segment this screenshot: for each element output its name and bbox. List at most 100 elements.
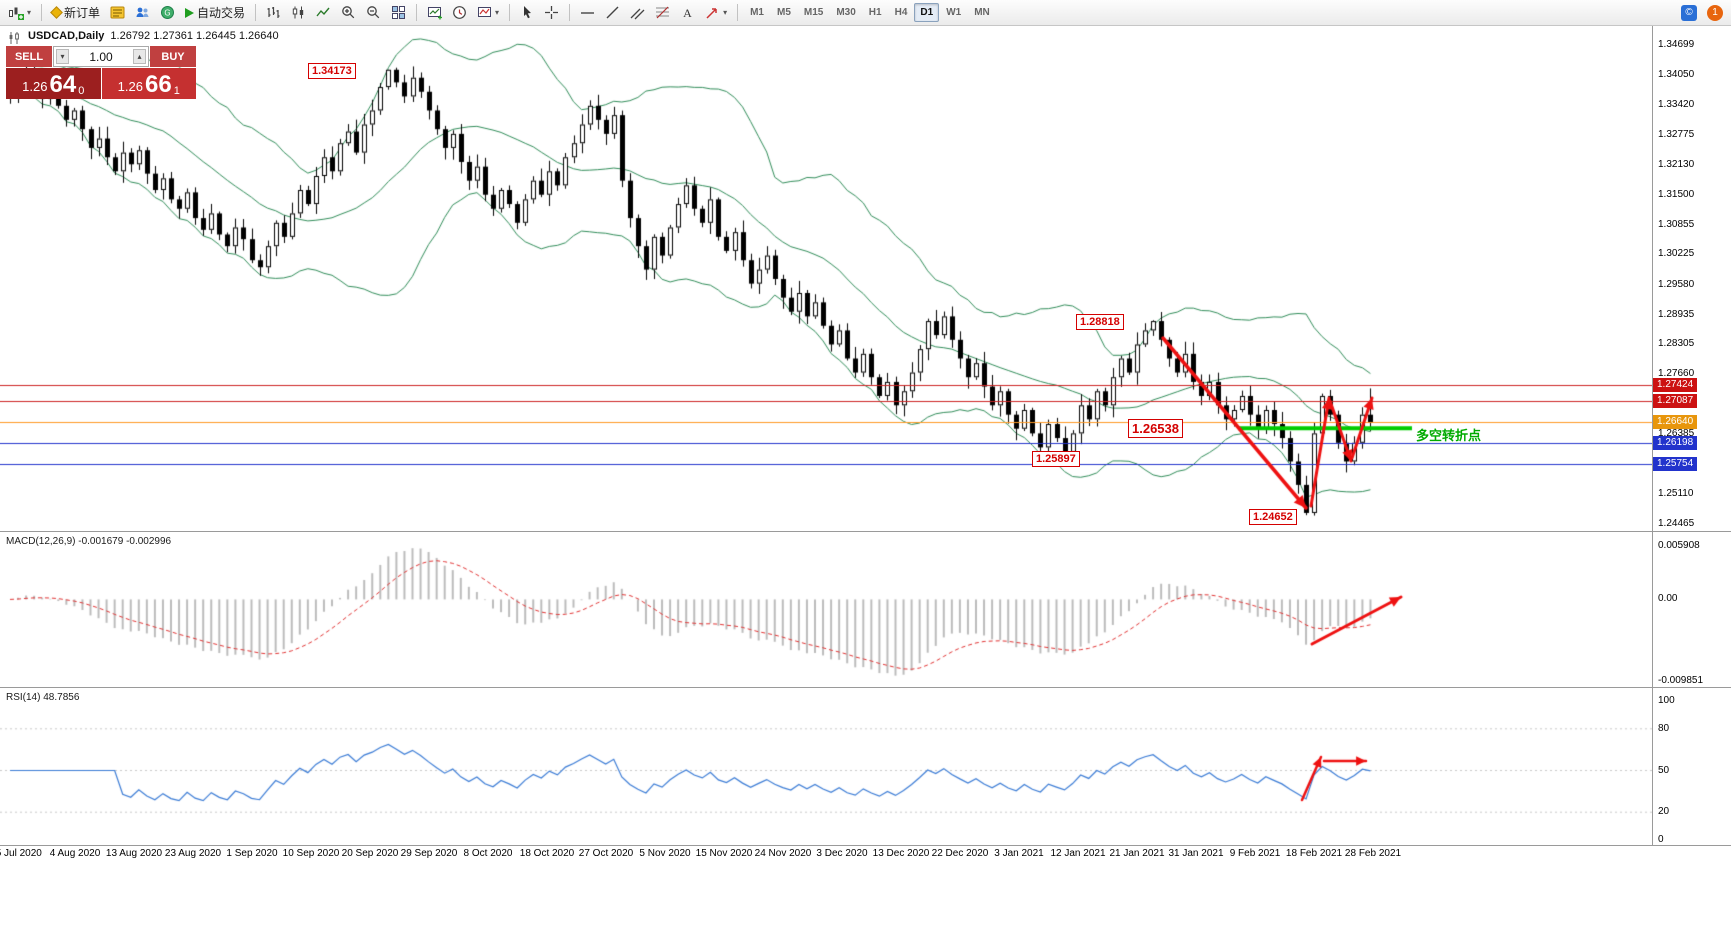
price-axis-tick: 1.33420 <box>1658 98 1695 110</box>
channel-button[interactable] <box>626 2 649 24</box>
chevron-down-icon: ▾ <box>495 8 500 17</box>
lot-decrease-button[interactable]: ▾ <box>56 49 69 64</box>
notification-badge-button[interactable]: 1 <box>1703 2 1727 24</box>
crosshair-button[interactable] <box>540 2 563 24</box>
pane-separator[interactable] <box>0 845 1731 846</box>
bar-chart-button[interactable] <box>262 2 285 24</box>
new-order-button[interactable]: 新订单 <box>48 2 104 24</box>
timeframe-h1-button[interactable]: H1 <box>868 7 882 18</box>
auto-scroll-icon <box>428 7 443 20</box>
indicators-button[interactable]: ▾ <box>473 2 503 24</box>
horizontal-line-icon <box>581 12 595 14</box>
price-line-tag: 1.27424 <box>1653 378 1698 393</box>
time-axis-label: 10 Sep 2020 <box>282 848 340 859</box>
price-axis-tick: 1.26385 <box>1658 428 1695 440</box>
buy-button[interactable]: BUY <box>150 46 196 67</box>
time-axis-label: 18 Feb 2021 <box>1285 848 1343 859</box>
timeframe-d1-button[interactable]: D1 <box>914 3 940 22</box>
time-axis-label: 4 Aug 2020 <box>49 848 101 859</box>
price-axis-tick: 1.24465 <box>1658 517 1695 529</box>
macd-axis-max: 0.005908 <box>1658 540 1700 551</box>
timeframe-m5-button[interactable]: M5 <box>776 7 791 18</box>
chart-shift-button[interactable] <box>448 2 471 24</box>
bar-chart-icon <box>267 7 280 18</box>
price-annotation-label[interactable]: 1.25897 <box>1032 451 1080 467</box>
trendline-button[interactable] <box>601 2 624 24</box>
zoom-in-button[interactable] <box>337 2 360 24</box>
price-line-tag: 1.26198 <box>1653 435 1698 450</box>
zoom-out-button[interactable] <box>362 2 385 24</box>
sell-price-base: 1.26 <box>22 79 48 94</box>
horizontal-line-button[interactable] <box>576 2 599 24</box>
clock-icon <box>453 6 466 19</box>
timeframe-h4-button[interactable]: H4 <box>894 7 908 18</box>
timeframe-m1-button[interactable]: M1 <box>750 7 764 18</box>
time-axis-label: 23 Aug 2020 <box>164 848 222 859</box>
new-chart-button[interactable]: ▾ <box>4 2 35 24</box>
line-chart-button[interactable] <box>312 2 335 24</box>
main-chart-canvas[interactable] <box>0 26 1652 532</box>
price-axis-tick: 1.32775 <box>1658 129 1695 141</box>
candlestick-button[interactable] <box>287 2 310 24</box>
timeframe-group: M1 M5 M15 M30 H1 H4 D1 W1 MN <box>744 3 996 22</box>
community-button[interactable] <box>131 2 154 24</box>
price-axis-border <box>1652 26 1653 846</box>
annotation-text[interactable]: 多空转折点 <box>1416 428 1482 443</box>
time-axis-label: 28 Feb 2021 <box>1344 848 1402 859</box>
chart-context-icon[interactable] <box>8 31 22 45</box>
rsi-canvas[interactable] <box>0 688 1652 846</box>
text-tool-button[interactable]: A <box>676 2 699 24</box>
time-axis-label: 22 Dec 2020 <box>931 848 989 859</box>
macd-label: MACD(12,26,9) -0.001679 -0.002996 <box>6 536 172 547</box>
sell-price-main: 64 <box>49 71 77 98</box>
autotrading-button[interactable]: 自动交易 <box>181 2 249 24</box>
timeframe-m30-button[interactable]: M30 <box>836 7 856 18</box>
timeframe-m15-button[interactable]: M15 <box>803 7 824 18</box>
macd-axis-zero: 0.00 <box>1658 593 1678 605</box>
time-axis-label: 13 Dec 2020 <box>872 848 930 859</box>
cursor-button[interactable] <box>516 2 538 24</box>
time-axis-label: 15 Nov 2020 <box>695 848 753 859</box>
timeframe-w1-button[interactable]: W1 <box>946 7 962 18</box>
community-badge-button[interactable]: © <box>1677 2 1701 24</box>
bid-price-tag: 1.26640 <box>1653 415 1698 430</box>
rsi-label: RSI(14) 48.7856 <box>6 692 80 703</box>
zoom-in-icon <box>342 6 355 19</box>
auto-scroll-button[interactable] <box>423 2 446 24</box>
pane-separator[interactable] <box>0 687 1731 688</box>
macd-canvas[interactable] <box>0 532 1652 688</box>
metaeditor-button[interactable] <box>106 2 129 24</box>
time-axis-label: 8 Oct 2020 <box>463 848 513 859</box>
lot-value[interactable]: 1.00 <box>89 49 113 64</box>
mql5-button[interactable]: G <box>156 2 179 24</box>
symbol-name: USDCAD,Daily <box>28 30 105 42</box>
lot-increase-button[interactable]: ▴ <box>132 49 146 64</box>
sell-price-sup: 0 <box>78 85 85 97</box>
timeframe-mn-button[interactable]: MN <box>974 7 990 18</box>
price-annotation-label[interactable]: 1.34173 <box>308 63 356 79</box>
price-annotation-label[interactable]: 1.28818 <box>1076 314 1124 330</box>
tile-windows-button[interactable] <box>387 2 410 24</box>
price-axis-tick: 1.34050 <box>1658 69 1695 81</box>
price-line-tag: 1.27087 <box>1653 394 1698 409</box>
toolbar-separator <box>41 4 43 21</box>
time-axis-label: 20 Sep 2020 <box>341 848 399 859</box>
sell-button[interactable]: SELL <box>6 46 52 67</box>
metaeditor-icon <box>110 6 125 19</box>
new-chart-icon <box>9 7 24 20</box>
price-annotation-label[interactable]: 1.26538 <box>1128 419 1183 438</box>
rsi-axis-label: 0 <box>1658 834 1664 845</box>
chart-window[interactable]: USDCAD,Daily 1.26792 1.27361 1.26445 1.26… <box>0 26 1731 950</box>
sell-price[interactable]: 1.26 64 0 <box>6 68 101 99</box>
toolbar-separator <box>255 4 257 21</box>
price-axis-tick: 1.25110 <box>1658 487 1694 499</box>
price-axis-tick: 1.28935 <box>1658 308 1695 320</box>
pane-separator[interactable] <box>0 531 1731 532</box>
arrows-tool-button[interactable]: ▾ <box>701 2 731 24</box>
fibonacci-button[interactable] <box>651 2 674 24</box>
lot-size-field[interactable]: ▾ 1.00 ▴ <box>53 46 149 67</box>
time-axis-label: 21 Jan 2021 <box>1109 848 1165 859</box>
price-annotation-label[interactable]: 1.24652 <box>1249 509 1297 525</box>
channel-icon <box>630 8 645 20</box>
buy-price[interactable]: 1.26 66 1 <box>101 68 196 99</box>
